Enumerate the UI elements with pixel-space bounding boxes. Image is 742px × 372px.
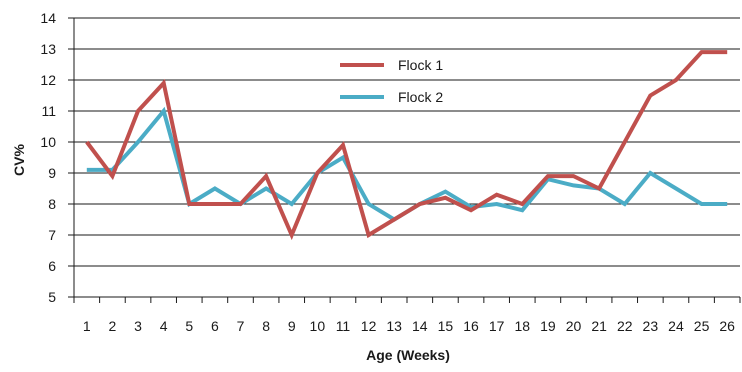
- y-tick-label: 10: [40, 134, 56, 150]
- x-tick-label: 25: [694, 318, 710, 334]
- y-tick-label: 9: [48, 165, 56, 181]
- y-tick-labels: 5 6 7 8 9 10 11 12 13 14: [40, 10, 56, 305]
- y-tick-label: 8: [48, 196, 56, 212]
- x-tick-label: 13: [386, 318, 402, 334]
- x-tick-label: 17: [489, 318, 505, 334]
- x-tick-label: 18: [514, 318, 530, 334]
- y-tick-label: 12: [40, 72, 56, 88]
- legend: Flock 1 Flock 2: [340, 57, 443, 105]
- x-tick-label: 22: [617, 318, 633, 334]
- y-tick-label: 14: [40, 10, 56, 26]
- x-tick-label: 15: [438, 318, 454, 334]
- legend-label: Flock 1: [398, 57, 443, 73]
- x-tick-label: 16: [463, 318, 479, 334]
- x-tick-label: 9: [288, 318, 296, 334]
- x-tick-label: 7: [237, 318, 245, 334]
- x-tick-label: 11: [336, 318, 351, 334]
- grid-lines: [74, 17, 740, 298]
- x-tick-label: 19: [540, 318, 556, 334]
- x-tick-label: 23: [643, 318, 659, 334]
- x-tick-label: 2: [109, 318, 117, 334]
- x-tick-label: 10: [310, 318, 326, 334]
- x-tick-label: 8: [262, 318, 270, 334]
- x-tick-label: 24: [668, 318, 684, 334]
- series-lines: [85, 50, 728, 241]
- axes: [68, 17, 741, 303]
- x-tick-label: 6: [211, 318, 219, 334]
- x-tick-label: 14: [412, 318, 428, 334]
- x-tick-label: 26: [719, 318, 735, 334]
- x-tick-label: 20: [566, 318, 582, 334]
- y-tick-label: 6: [48, 258, 56, 274]
- y-tick-label: 5: [48, 289, 56, 305]
- series-line-flock-1: [85, 50, 728, 241]
- x-tick-label: 1: [83, 318, 91, 334]
- x-tick-label: 3: [134, 318, 142, 334]
- x-tick-label: 12: [361, 318, 377, 334]
- legend-label: Flock 2: [398, 89, 443, 105]
- x-tick-label: 4: [160, 318, 168, 334]
- y-axis-title: CV%: [11, 144, 27, 176]
- y-tick-label: 11: [41, 103, 56, 119]
- y-tick-label: 7: [48, 227, 56, 243]
- x-tick-label: 21: [591, 318, 607, 334]
- x-tick-label: 5: [185, 318, 193, 334]
- x-axis-title: Age (Weeks): [366, 347, 450, 363]
- y-tick-label: 13: [40, 41, 56, 57]
- x-tick-labels: 1 2 3 4 5 6 7 8 9 10 11 12 13 14 15 16 17 18 19 20 21 22 23 24 2…: [83, 318, 735, 334]
